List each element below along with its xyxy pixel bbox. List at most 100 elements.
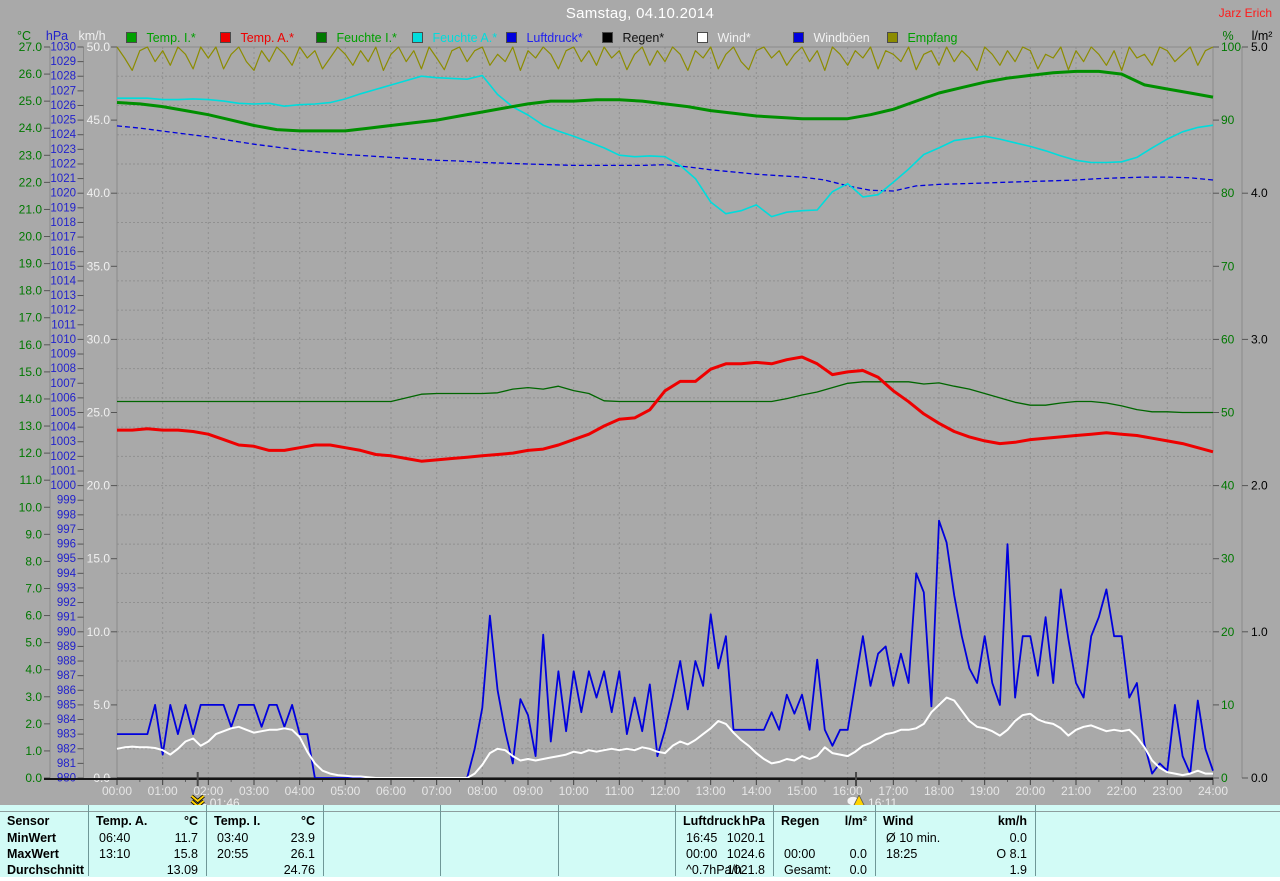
- x-axis-hour-label: 16:00: [833, 784, 863, 798]
- legend-swatch-icon: [316, 32, 327, 43]
- x-axis-hour-label: 11:00: [605, 784, 634, 798]
- page-title: Samstag, 04.10.2014: [565, 5, 715, 22]
- temp-c-tick: 12.0: [19, 446, 43, 460]
- legend-item-luftdruck: Luftdruck*: [506, 29, 583, 45]
- x-axis-hour-label: 01:00: [148, 784, 178, 798]
- kmh-tick: 20.0: [87, 479, 111, 493]
- hpa-tick: 996: [57, 539, 76, 551]
- sensor-value: 0.0: [849, 863, 867, 877]
- hpa-tick: 1009: [50, 349, 76, 361]
- hpa-tick: 1028: [50, 71, 76, 83]
- hpa-tick: 982: [57, 743, 76, 755]
- hpa-tick: 990: [57, 626, 76, 638]
- sensor-value: 1020.1: [726, 831, 765, 845]
- sensor-time-value: 06:40: [99, 831, 131, 845]
- table-row-label: Durchschnitt: [7, 863, 85, 877]
- sensor-unit: °C: [183, 814, 198, 828]
- temp-c-tick: 1.0: [25, 744, 42, 758]
- series-tempi-line: [116, 69, 1214, 133]
- legend-swatch-icon: [506, 32, 517, 43]
- x-axis-hour-label: 18:00: [924, 784, 954, 798]
- weather-day-chart[interactable]: 27.0 26.0 25.0 24.0 23.0 22.0 21.0 20.0 19.0 18.0…: [0, 0, 1280, 805]
- hpa-tick: 1012: [50, 305, 76, 317]
- legend-swatch-icon: [220, 32, 231, 43]
- x-axis-hour-label: 03:00: [239, 784, 269, 798]
- kmh-tick: 25.0: [87, 406, 111, 420]
- hpa-tick: 991: [57, 612, 76, 624]
- temp-c-tick: 20.0: [19, 230, 43, 244]
- lm2-tick: 3.0: [1251, 332, 1268, 346]
- sensor-time-value: 00:00: [784, 847, 816, 861]
- sensor-value: 1021.8: [726, 863, 765, 877]
- hpa-tick: 1023: [50, 144, 76, 156]
- temp-c-tick: 0.0: [25, 771, 42, 785]
- kmh-tick: 40.0: [87, 186, 111, 200]
- sensor-name: Luftdruck: [683, 814, 741, 828]
- axis-unit-label: km/h: [78, 29, 105, 43]
- hpa-tick: 999: [57, 495, 76, 507]
- hpa-tick: 1001: [50, 465, 76, 477]
- temp-c-tick: 13.0: [19, 419, 43, 433]
- hpa-tick: 1007: [50, 378, 76, 390]
- sensor-stats-table: Sensor MinWert MaxWert Durchschnitt Temp. A.…: [0, 805, 1280, 877]
- legend-swatch-icon: [126, 32, 137, 43]
- hpa-tick: 1030: [50, 42, 76, 54]
- temp-c-tick: 4.0: [25, 663, 42, 677]
- axis-unit-label: %: [1222, 29, 1233, 43]
- bottom-strip: [0, 877, 1280, 881]
- legend-item-feuchtea: Feuchte A.*: [412, 29, 497, 45]
- series-feuchtei-line: [117, 381, 1213, 414]
- series-wind-line: [116, 696, 1213, 779]
- x-axis-hour-label: 00:00: [102, 784, 132, 798]
- sensor-time-value: Ø 10 min.: [886, 831, 941, 845]
- x-axis-hour-label: 07:00: [422, 784, 452, 798]
- hpa-tick: 1018: [50, 217, 76, 229]
- kmh-tick: 5.0: [93, 698, 110, 712]
- sensor-value: O 8.1: [996, 847, 1027, 861]
- hpa-tick: 985: [57, 699, 76, 711]
- sensor-value: 1024.6: [726, 847, 765, 861]
- hpa-tick: 1024: [50, 129, 76, 141]
- hpa-tick: 1029: [50, 56, 76, 68]
- x-axis-hour-label: 04:00: [285, 784, 315, 798]
- sensor-name: Temp. I.: [214, 814, 261, 828]
- sensor-value: [773, 830, 867, 846]
- pct-tick: 70: [1221, 259, 1235, 273]
- legend-item-tempi: Temp. I.*: [126, 29, 196, 45]
- sensor-time-value: 13:10: [99, 847, 131, 861]
- series-empfang-line: [116, 46, 1214, 72]
- legend-item-tempa: Temp. A.*: [220, 29, 294, 45]
- legend-swatch-icon: [602, 32, 613, 43]
- table-row-label: Sensor: [7, 814, 50, 828]
- legend-swatch-icon: [697, 32, 708, 43]
- sensor-value: 24.76: [283, 863, 315, 877]
- temp-c-tick: 24.0: [19, 121, 43, 135]
- pct-tick: 40: [1221, 479, 1235, 493]
- temp-c-tick: 21.0: [19, 202, 43, 216]
- cloud-warning-icon[interactable]: [846, 794, 865, 805]
- sensor-value: 15.8: [173, 847, 198, 861]
- temp-c-tick: 5.0: [25, 636, 42, 650]
- sensor-time-value: ^0.7hPa/h: [686, 863, 742, 877]
- table-row-label: MinWert: [7, 831, 57, 845]
- lm2-tick: 4.0: [1251, 186, 1268, 200]
- legend-swatch-icon: [412, 32, 423, 43]
- storm-arrow-icon[interactable]: [190, 794, 208, 805]
- pct-tick: 60: [1221, 332, 1235, 346]
- sensor-name: Temp. A.: [96, 814, 148, 828]
- temp-c-tick: 11.0: [20, 473, 43, 487]
- pct-tick: 0: [1221, 771, 1228, 785]
- hpa-tick: 984: [57, 714, 77, 726]
- sensor-unit: km/h: [997, 814, 1027, 828]
- kmh-tick: 45.0: [87, 113, 111, 127]
- hpa-tick: 1000: [50, 480, 76, 492]
- hpa-tick: 1010: [50, 334, 76, 346]
- hpa-tick: 983: [57, 729, 76, 741]
- pct-tick: 50: [1221, 406, 1235, 420]
- sensor-time-value: 20:55: [217, 847, 249, 861]
- x-axis-hour-label: 23:00: [1152, 784, 1182, 798]
- owner-watermark: Jarz Erich: [1218, 6, 1272, 20]
- sensor-name: Wind: [883, 814, 914, 828]
- x-axis-hour-label: 20:00: [1015, 784, 1045, 798]
